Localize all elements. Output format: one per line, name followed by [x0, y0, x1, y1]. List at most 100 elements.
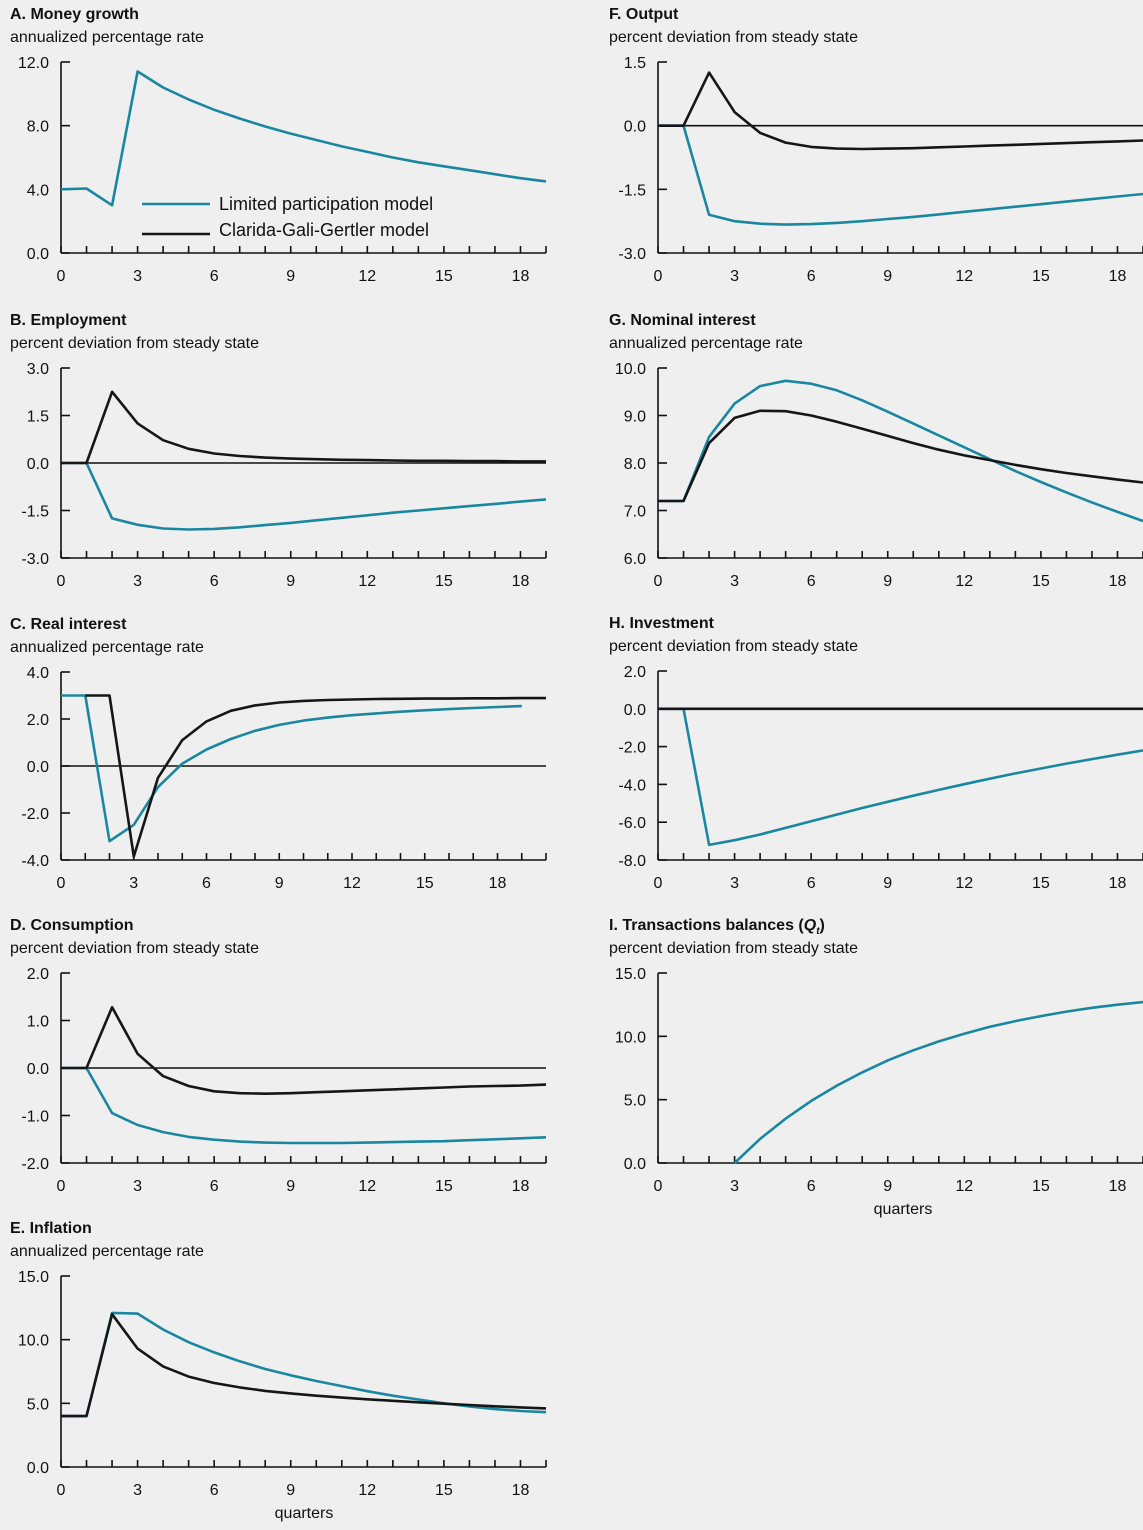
- x-tick-label: 15: [1032, 875, 1050, 892]
- x-tick-label: 15: [435, 573, 453, 590]
- y-tick-label: 10.0: [18, 1333, 49, 1350]
- y-tick-label: -2.0: [21, 806, 49, 823]
- x-tick-label: 6: [807, 875, 816, 892]
- y-tick-label: -2.0: [618, 740, 646, 757]
- panel-D: D. Consumption percent deviation from ste…: [10, 917, 547, 1195]
- x-tick-label: 6: [210, 573, 219, 590]
- panel-title: I. Transactions balances (Qt): [609, 917, 825, 937]
- x-tick-label: 6: [210, 1482, 219, 1499]
- x-tick-label: 6: [210, 268, 219, 285]
- panel-title: A. Money growth: [10, 6, 139, 23]
- panel-subtitle: percent deviation from steady state: [10, 940, 259, 957]
- x-tick-label: 6: [807, 1178, 816, 1195]
- panel-title: F. Output: [609, 6, 679, 23]
- x-tick-label: 18: [512, 573, 530, 590]
- y-tick-label: 6.0: [624, 551, 646, 568]
- y-tick-label: 0.0: [27, 1460, 49, 1477]
- title-symbol: Q: [804, 917, 817, 934]
- x-tick-label: 12: [955, 268, 973, 285]
- panel-title: D. Consumption: [10, 917, 134, 934]
- series-line-limited-participation: [658, 707, 1143, 847]
- panel-E: E. Inflation annualized percentage rate 0.…: [10, 1220, 547, 1522]
- y-tick-label: 0.0: [27, 246, 49, 263]
- x-tick-label: 6: [210, 1178, 219, 1195]
- panel-subtitle: annualized percentage rate: [10, 29, 204, 46]
- series-line-clarida-gali-gertler: [658, 71, 1143, 151]
- y-tick-label: -4.0: [618, 777, 646, 794]
- y-tick-label: 5.0: [27, 1396, 49, 1413]
- series-line-clarida-gali-gertler: [658, 409, 1143, 503]
- y-tick-label: 0.0: [27, 1061, 49, 1078]
- x-tick-label: 0: [57, 1178, 66, 1195]
- y-tick-label: 4.0: [27, 182, 49, 199]
- x-tick-label: 3: [730, 573, 739, 590]
- panel-G: G. Nominal interest annualized percentage…: [609, 312, 1143, 590]
- x-tick-label: 15: [416, 875, 434, 892]
- y-tick-label: 0.0: [624, 1156, 646, 1173]
- x-tick-label: 12: [343, 875, 361, 892]
- x-tick-label: 9: [275, 875, 284, 892]
- y-tick-label: 1.0: [27, 1014, 49, 1031]
- series-line-limited-participation: [61, 461, 547, 531]
- x-tick-label: 15: [435, 1178, 453, 1195]
- y-tick-label: -3.0: [21, 551, 49, 568]
- series-line-limited-participation: [733, 1000, 1143, 1164]
- y-tick-label: -1.5: [618, 182, 646, 199]
- panel-C: C. Real interest annualized percentage ra…: [10, 616, 547, 892]
- x-tick-label: 9: [286, 1482, 295, 1499]
- x-tick-label: 15: [435, 1482, 453, 1499]
- panel-H: H. Investment percent deviation from stea…: [609, 615, 1143, 892]
- x-tick-label: 12: [358, 573, 376, 590]
- y-tick-label: -3.0: [618, 246, 646, 263]
- x-tick-label: 12: [955, 1178, 973, 1195]
- y-tick-label: 1.5: [624, 55, 646, 72]
- x-tick-label: 0: [57, 875, 66, 892]
- y-tick-label: 0.0: [624, 119, 646, 136]
- y-tick-label: -1.5: [21, 504, 49, 521]
- series-line-limited-participation: [658, 124, 1143, 226]
- x-tick-label: 3: [133, 573, 142, 590]
- x-tick-label: 9: [286, 1178, 295, 1195]
- x-tick-label: 9: [883, 875, 892, 892]
- series-line-clarida-gali-gertler: [61, 1005, 547, 1095]
- x-tick-label: 3: [133, 1178, 142, 1195]
- x-tick-label: 6: [807, 268, 816, 285]
- panel-title: G. Nominal interest: [609, 312, 756, 329]
- panel-subtitle: percent deviation from steady state: [609, 638, 858, 655]
- x-tick-label: 9: [883, 573, 892, 590]
- x-tick-label: 18: [512, 1482, 530, 1499]
- panel-subtitle: annualized percentage rate: [10, 639, 204, 656]
- x-tick-label: 0: [654, 573, 663, 590]
- x-tick-label: 15: [1032, 268, 1050, 285]
- y-tick-label: 12.0: [18, 55, 49, 72]
- y-tick-label: 5.0: [624, 1093, 646, 1110]
- x-tick-label: 12: [955, 875, 973, 892]
- x-tick-label: 0: [57, 1482, 66, 1499]
- x-tick-label: 12: [358, 1178, 376, 1195]
- panel-title: E. Inflation: [10, 1220, 92, 1237]
- y-tick-label: 7.0: [624, 504, 646, 521]
- x-tick-label: 3: [730, 875, 739, 892]
- x-tick-label: 12: [358, 268, 376, 285]
- y-tick-label: 0.0: [27, 456, 49, 473]
- y-tick-label: 1.5: [27, 409, 49, 426]
- legend-label-clarida-gali-gertler: Clarida-Gali-Gertler model: [219, 220, 429, 240]
- y-tick-label: -6.0: [618, 815, 646, 832]
- y-tick-label: 2.0: [27, 712, 49, 729]
- x-tick-label: 9: [286, 573, 295, 590]
- x-tick-label: 18: [1109, 573, 1127, 590]
- panel-subtitle: percent deviation from steady state: [609, 940, 858, 957]
- y-tick-label: 10.0: [615, 1029, 646, 1046]
- legend-label-limited-participation: Limited participation model: [219, 194, 433, 214]
- x-tick-label: 9: [883, 268, 892, 285]
- series-line-limited-participation: [658, 379, 1143, 523]
- x-tick-label: 6: [202, 875, 211, 892]
- panel-title: B. Employment: [10, 312, 127, 329]
- x-tick-label: 0: [57, 268, 66, 285]
- x-tick-label: 6: [807, 573, 816, 590]
- series-line-limited-participation: [61, 1066, 547, 1145]
- x-tick-label: 12: [358, 1482, 376, 1499]
- panel-title: H. Investment: [609, 615, 715, 632]
- panel-subtitle: percent deviation from steady state: [609, 29, 858, 46]
- panel-I: I. Transactions balances (Qt) percent dev…: [609, 917, 1143, 1218]
